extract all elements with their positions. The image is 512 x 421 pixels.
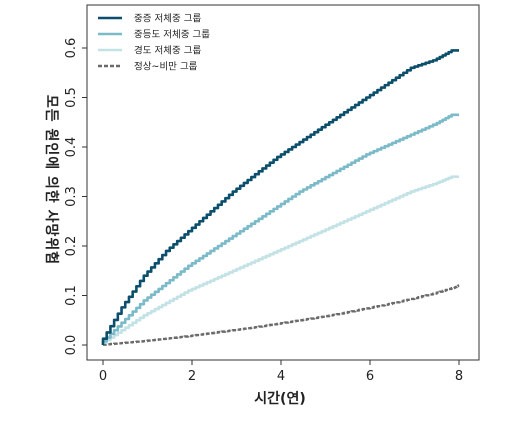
x-tick-label: 0 [99,369,107,384]
x-tick-label: 8 [455,369,463,384]
x-tick-label: 2 [188,369,196,384]
series-line [101,49,460,345]
legend-label: 경도 저체중 그룹 [134,45,201,57]
series-line [101,175,460,345]
x-tick-label: 4 [277,369,285,384]
legend-label: 중증 저체중 그룹 [134,14,201,25]
legend-label: 중등도 저체중 그룹 [134,30,210,41]
axes: 0 2 4 6 8 0.0 0.1 0.2 0.3 0.4 0.5 0.6 [64,38,463,384]
x-axis-title: 시간(연) [254,390,305,407]
y-tick-label: 0.4 [64,137,79,158]
x-tick-label: 6 [366,369,374,384]
y-tick-label: 0.6 [64,38,79,59]
plot-frame [86,4,480,361]
series-line [101,284,460,346]
series-layer [101,49,460,346]
y-tick-label: 0.0 [64,335,79,356]
series-line [101,113,460,345]
legend-label: 정상~비만 그룹 [134,62,198,73]
y-tick-label: 0.1 [64,285,79,306]
y-tick-label: 0.3 [64,186,79,207]
y-tick-label: 0.2 [64,236,79,257]
y-axis-title: 모든 원인에 의한 사망위험 [43,95,60,265]
y-tick-label: 0.5 [64,87,79,108]
